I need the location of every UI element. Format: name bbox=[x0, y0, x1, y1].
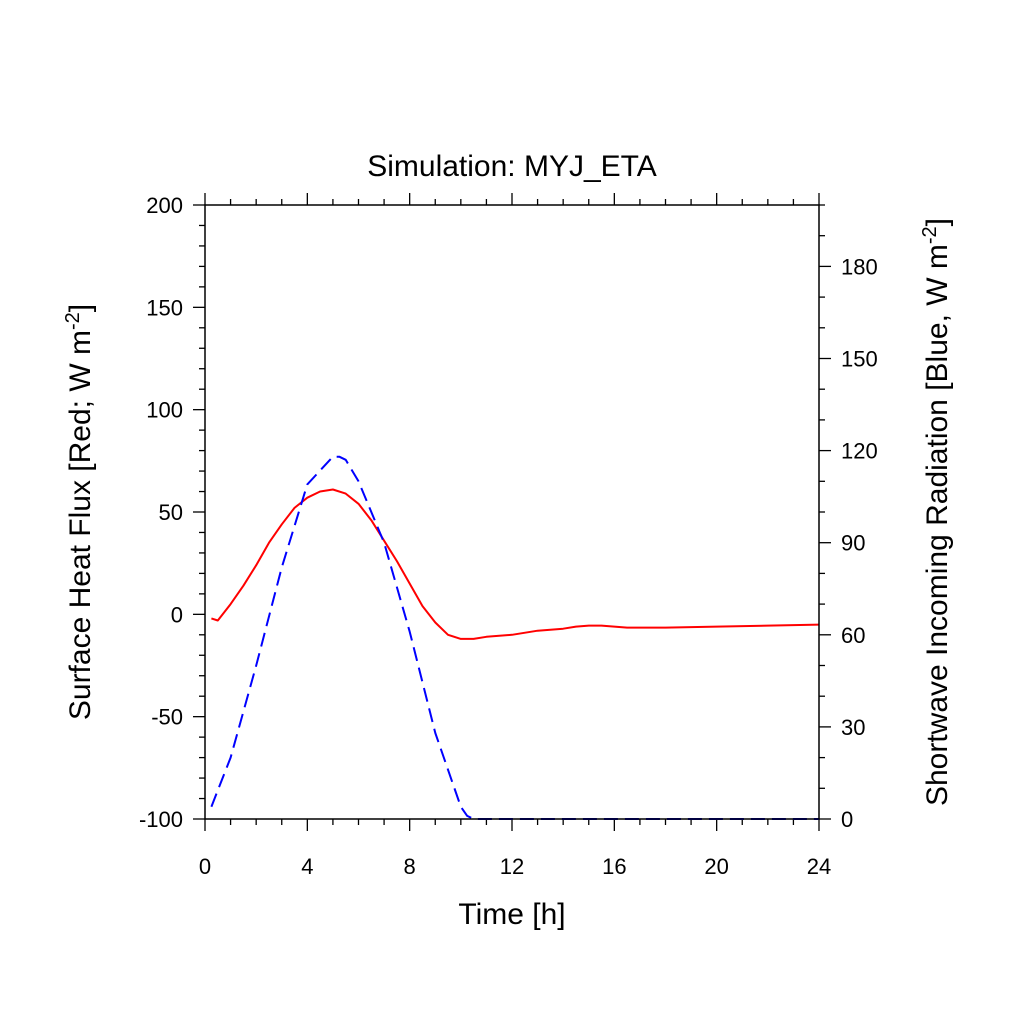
y-right-tick-label: 150 bbox=[841, 347, 878, 372]
y-left-tick-label: 200 bbox=[146, 193, 183, 218]
x-tick-label: 24 bbox=[807, 854, 831, 879]
y-right-tick-label: 0 bbox=[841, 807, 853, 832]
x-axis-title: Time [h] bbox=[458, 898, 565, 931]
x-tick-label: 16 bbox=[602, 854, 626, 879]
y-left-tick-label: -50 bbox=[151, 705, 183, 730]
y-right-tick-label: 120 bbox=[841, 439, 878, 464]
x-tick-label: 8 bbox=[404, 854, 416, 879]
x-tick-label: 0 bbox=[199, 854, 211, 879]
y-right-tick-label: 180 bbox=[841, 254, 878, 279]
y-left-tick-label: 50 bbox=[159, 500, 183, 525]
series-line-surface-heat-flux bbox=[211, 488, 820, 640]
series bbox=[210, 455, 820, 820]
x-tick-label: 20 bbox=[704, 854, 728, 879]
y-axis-title-right: Shortwave Incoming Radiation [Blue, W m-… bbox=[919, 218, 954, 806]
y-axis-title-left: Surface Heat Flux [Red; W m-2] bbox=[62, 304, 97, 720]
plot-frame bbox=[204, 204, 820, 820]
y-left-tick-label: -100 bbox=[139, 807, 183, 832]
y-right-tick-label: 90 bbox=[841, 531, 865, 556]
y-left-tick-label: 150 bbox=[146, 295, 183, 320]
y-left-tick-label: 100 bbox=[146, 398, 183, 423]
x-tick-label: 12 bbox=[500, 854, 524, 879]
x-tick-label: 4 bbox=[301, 854, 313, 879]
y-right-tick-label: 60 bbox=[841, 623, 865, 648]
series-line-shortwave-radiation bbox=[210, 455, 819, 820]
ticks: 0 4 8 12 16 20 24 -100 -50 0 50 100 150 200 0 30 60 90 120… bbox=[139, 193, 878, 879]
y-right-tick-label: 30 bbox=[841, 715, 865, 740]
y-left-tick-label: 0 bbox=[171, 602, 183, 627]
chart-title: Simulation: MYJ_ETA bbox=[367, 150, 657, 183]
